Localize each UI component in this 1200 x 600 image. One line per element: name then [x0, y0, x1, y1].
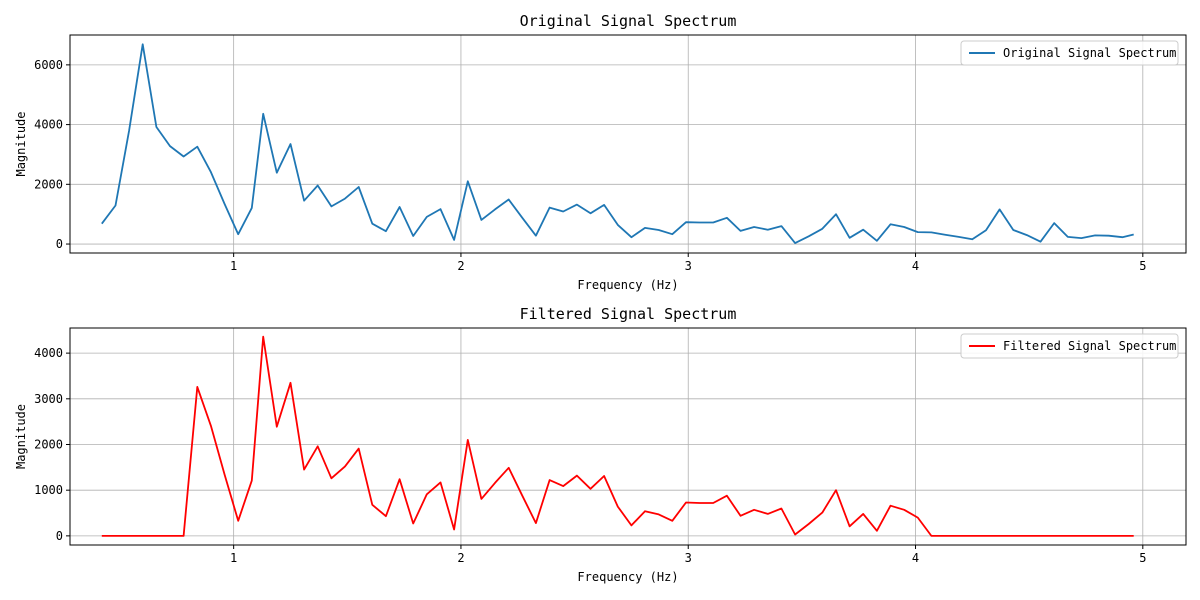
- plot-frame: [69, 327, 1187, 546]
- x-tick-label: 1: [230, 551, 237, 565]
- y-tick-label: 2000: [34, 437, 63, 451]
- series-line: [101, 43, 1134, 245]
- y-axis-label: Magnitude: [14, 111, 28, 176]
- y-tick-label: 1000: [34, 483, 63, 497]
- x-tick-label: 3: [685, 551, 692, 565]
- legend-box: [960, 333, 1179, 359]
- chart-title: Original Signal Spectrum: [520, 12, 737, 30]
- y-tick-label: 0: [56, 529, 63, 543]
- legend-label: Original Signal Spectrum: [1003, 46, 1176, 60]
- x-tick-label: 5: [1139, 259, 1146, 273]
- x-axis-label: Frequency (Hz): [577, 278, 678, 292]
- chart-1: 1 2 3 4 5 0 2000 4000 6000 Original Signal Spectr…: [14, 12, 1187, 292]
- chart-title: Filtered Signal Spectrum: [520, 305, 737, 323]
- series-line: [101, 335, 1134, 537]
- y-tick-label: 3000: [34, 392, 63, 406]
- x-tick-label: 2: [457, 551, 464, 565]
- y-axis-label: Magnitude: [14, 404, 28, 469]
- legend-label: Filtered Signal Spectrum: [1003, 339, 1176, 353]
- x-tick-label: 1: [230, 259, 237, 273]
- y-tick-label: 4000: [34, 118, 63, 132]
- y-tick-label: 0: [56, 237, 63, 251]
- x-tick-label: 4: [912, 551, 919, 565]
- y-tick-label: 6000: [34, 58, 63, 72]
- chart-2: 1 2 3 4 5 0 1000 2000 3000 4000 Filtered Signal Sp…: [14, 305, 1187, 584]
- legend-box: [960, 40, 1179, 66]
- plot-frame: [69, 34, 1187, 254]
- x-tick-label: 5: [1139, 551, 1146, 565]
- x-tick-label: 4: [912, 259, 919, 273]
- y-tick-label: 4000: [34, 346, 63, 360]
- x-tick-label: 2: [457, 259, 464, 273]
- x-tick-label: 3: [685, 259, 692, 273]
- x-axis-label: Frequency (Hz): [577, 570, 678, 584]
- y-tick-label: 2000: [34, 177, 63, 191]
